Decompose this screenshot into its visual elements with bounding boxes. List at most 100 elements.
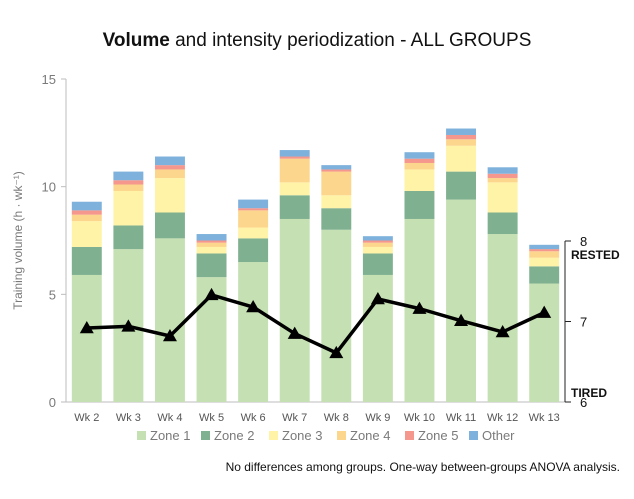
bar-segment-other [321,165,352,170]
bar-segment-zone-4 [404,162,435,170]
wellness-point [329,345,344,359]
bar-segment-other [487,167,518,174]
x-tick-label: Wk 5 [199,412,224,424]
bar-segment-zone-1 [279,218,310,402]
chart-bars [71,128,560,402]
bar-segment-zone-2 [154,212,185,239]
legend-swatch-zone-1 [137,431,146,440]
bar-segment-other [362,236,393,241]
legend-label-zone-1: Zone 1 [150,428,190,443]
bar-segment-zone-1 [238,262,269,402]
bar-segment-zone-5 [529,249,560,252]
bar-segment-zone-5 [446,134,477,140]
x-tick-label: Wk 13 [529,412,560,424]
bar-segment-zone-3 [279,182,310,196]
legend-label-zone-2: Zone 2 [214,428,254,443]
wellness-point [162,328,177,342]
legend-label-zone-3: Zone 3 [282,428,322,443]
bar-segment-zone-3 [238,227,269,239]
wellness-point [412,301,427,314]
wellness-point [79,320,94,334]
chart-labels: 0 5 10 15 Training volume (h · wk⁻¹) 6 7 8RESTE… [11,72,620,424]
legend-label-zone-5: Zone 5 [418,428,458,443]
y-tick-label: 0 [49,395,56,410]
wellness-point [121,319,136,332]
bar-segment-other [154,156,185,166]
bar-segment-zone-4 [154,169,185,179]
legend-label-zone-4: Zone 4 [350,428,390,443]
wellness-line-path [86,293,545,355]
bar-segment-zone-2 [196,253,227,278]
x-tick-label: Wk 4 [157,412,182,424]
bar-segment-zone-5 [404,158,435,163]
x-tick-label: Wk 9 [365,412,390,424]
x-tick-label: Wk 10 [404,412,435,424]
bar-segment-zone-3 [529,257,560,267]
bar-segment-zone-1 [154,238,185,402]
wellness-point [370,291,385,305]
wellness-point [495,324,510,338]
bar-segment-zone-4 [113,184,144,191]
y-tick-label: 5 [49,287,56,302]
wellness-point [246,300,261,313]
bar-segment-zone-3 [113,190,144,226]
bar-segment-zone-3 [154,178,185,213]
bar-segment-zone-1 [71,274,102,402]
bar-segment-zone-2 [487,212,518,235]
bar-segment-zone-4 [446,139,477,146]
legend-swatch-zone-5 [405,431,414,440]
bar-segment-zone-3 [71,221,102,247]
bar-segment-zone-1 [446,199,477,402]
bar-segment-zone-2 [446,171,477,200]
y2-tick-label: 6 [580,395,587,410]
bar-segment-other [279,150,310,157]
x-tick-label: Wk 11 [446,412,476,424]
chart-title-rest: and intensity periodization - ALL GROUPS [169,30,532,51]
bar-segment-zone-2 [238,238,269,263]
bar-segment-zone-4 [529,251,560,258]
chart-title: Volume and intensity periodization - ALL… [0,30,634,52]
legend-swatch-zone-3 [269,431,278,440]
bar-segment-zone-5 [154,165,185,170]
bar-segment-zone-4 [279,158,310,183]
bar-segment-zone-2 [279,195,310,219]
y-tick-label: 10 [42,180,56,195]
y-axis-label: Training volume (h · wk⁻¹) [11,171,25,310]
bar-segment-zone-2 [529,266,560,284]
bar-segment-zone-5 [362,240,393,243]
y2-tick-label: 8 [580,234,587,249]
x-tick-label: Wk 3 [116,412,141,424]
x-tick-label: Wk 12 [487,412,518,424]
bar-segment-zone-3 [487,182,518,213]
legend-label-other: Other [482,428,515,443]
bar-segment-zone-5 [321,169,352,172]
bar-segment-zone-2 [321,208,352,230]
rested-label: RESTED [571,248,620,262]
wellness-point [204,287,219,301]
bar-segment-zone-5 [279,156,310,159]
bar-segment-zone-2 [71,246,102,275]
bar-segment-zone-4 [321,171,352,196]
chart-legend: Zone 1 Zone 2 Zone 3 Zone 4 Zone 5 Other [137,428,515,443]
bar-segment-zone-1 [487,234,518,402]
bar-segment-zone-5 [487,173,518,179]
x-tick-label: Wk 7 [282,412,307,424]
bar-segment-zone-5 [113,180,144,185]
bar-segment-other [238,199,269,209]
legend-swatch-other [469,431,478,440]
bar-segment-other [71,201,102,211]
bar-segment-zone-5 [196,240,227,243]
bar-segment-other [113,171,144,181]
bar-segment-zone-5 [71,210,102,215]
footnote: No differences among groups. One-way bet… [225,460,620,474]
y-tick-label: 15 [42,72,56,87]
bar-segment-other [446,128,477,135]
bar-segment-zone-2 [113,225,144,250]
bar-segment-zone-3 [362,246,393,254]
wellness-point [537,305,552,318]
wellness-line [79,287,552,359]
y2-tick-label: 7 [580,315,587,330]
bar-segment-other [404,152,435,159]
x-tick-label: Wk 8 [324,412,349,424]
